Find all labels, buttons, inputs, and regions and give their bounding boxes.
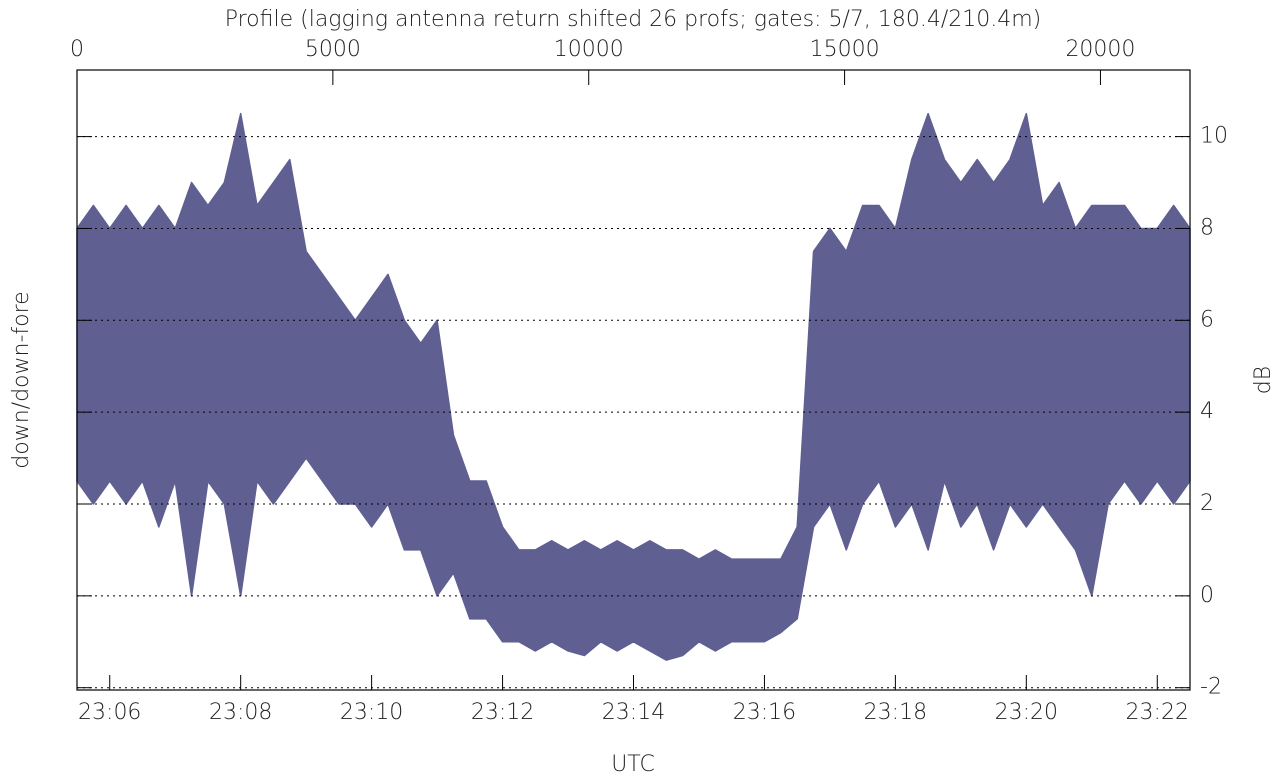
x2-tick-label: 0 (70, 37, 84, 62)
x-tick-label: 23:06 (78, 700, 141, 725)
y2-tick-label: 10 (1200, 124, 1228, 149)
x-axis-label: UTC (611, 752, 655, 777)
y-axis-label: down/down-fore (9, 291, 34, 468)
x-tick-label: 23:20 (995, 700, 1058, 725)
y2-tick-label: 2 (1200, 491, 1214, 516)
x-tick-label: 23:18 (864, 700, 927, 725)
y2-tick-label: 8 (1200, 215, 1214, 240)
x2-tick-label: 15000 (810, 37, 880, 62)
y2-tick-label: -2 (1200, 675, 1222, 700)
x-tick-label: 23:08 (209, 700, 272, 725)
chart-title: Profile (lagging antenna return shifted … (225, 7, 1042, 32)
y2-tick-label: 4 (1200, 399, 1214, 424)
x-tick-label: 23:16 (733, 700, 796, 725)
x2-tick-label: 20000 (1065, 37, 1135, 62)
x2-tick-label: 5000 (305, 37, 361, 62)
x-tick-label: 23:22 (1126, 700, 1189, 725)
x-tick-label: 23:10 (340, 700, 403, 725)
x-tick-label: 23:12 (471, 700, 534, 725)
y2-tick-label: 6 (1200, 307, 1214, 332)
x2-tick-label: 10000 (554, 37, 624, 62)
y2-axis-label: dB (1251, 366, 1276, 394)
x-tick-label: 23:14 (602, 700, 665, 725)
signal-band (76, 112, 1191, 661)
y2-tick-label: 0 (1200, 583, 1214, 608)
